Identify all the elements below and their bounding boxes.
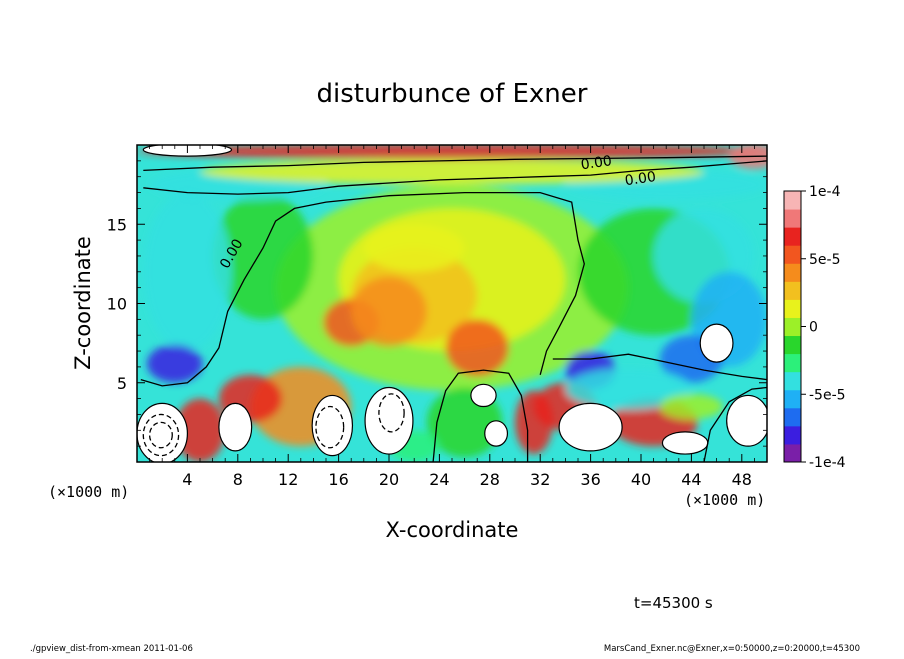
y-axis-label: Z-coordinate bbox=[71, 236, 95, 370]
field-patch bbox=[351, 276, 427, 347]
colorbar-cells bbox=[784, 191, 801, 463]
colorbar-cell bbox=[784, 443, 801, 463]
contour-label: 0.00 bbox=[580, 153, 613, 173]
colorbar-tick-label: 1e-4 bbox=[809, 184, 841, 200]
contour-line bbox=[432, 369, 529, 462]
x-axis: 4 8 12 16 20 24 28 32 36 40 44 48 bbox=[149, 145, 755, 489]
y-tick-label: 10 bbox=[107, 295, 127, 314]
contour-line bbox=[143, 160, 767, 195]
x-tick-label: 36 bbox=[580, 470, 600, 489]
colorbar-cell bbox=[784, 245, 801, 264]
colorbar-tick-label: -1e-4 bbox=[809, 455, 846, 471]
x-tick-label: 8 bbox=[233, 470, 243, 489]
y-tick-label: 15 bbox=[107, 215, 127, 234]
field-patch bbox=[659, 393, 723, 420]
saturated-blob bbox=[311, 394, 354, 457]
saturated-blob bbox=[137, 402, 188, 462]
colorbar-cell bbox=[784, 227, 801, 246]
y-tick-label: 5 bbox=[117, 374, 127, 393]
field-patch bbox=[212, 192, 314, 320]
contour-label: 0.00 bbox=[624, 169, 657, 189]
colorbar: 1e-4 5e-5 0 -5e-5 -1e-4 bbox=[783, 184, 846, 471]
saturated-blob bbox=[558, 402, 623, 452]
negative-contour bbox=[148, 421, 173, 449]
x-tick-label: 28 bbox=[480, 470, 500, 489]
negative-contour bbox=[315, 405, 345, 449]
colorbar-cell bbox=[784, 209, 801, 228]
contour-layer: 0.000.000.00 bbox=[140, 153, 767, 462]
footer-right: MarsCand_Exner.nc@Exner,x=0:50000,z=0:20… bbox=[604, 644, 860, 654]
colorbar-cell bbox=[784, 281, 801, 300]
x-tick-label: 20 bbox=[379, 470, 399, 489]
contour-line bbox=[552, 353, 767, 381]
field-patch bbox=[147, 344, 203, 383]
x-tick-label: 4 bbox=[182, 470, 192, 489]
saturated-blob bbox=[364, 386, 414, 455]
field-patch bbox=[200, 159, 704, 185]
colorbar-tick-label: -5e-5 bbox=[809, 387, 846, 403]
y-axis: 5 10 15 bbox=[107, 160, 767, 447]
colorbar-cell bbox=[784, 263, 801, 282]
colorbar-ticks: 1e-4 5e-5 0 -5e-5 -1e-4 bbox=[801, 184, 846, 471]
field-patch bbox=[174, 398, 226, 462]
negative-contour bbox=[378, 393, 405, 433]
x-tick-label: 40 bbox=[631, 470, 651, 489]
x-tick-label: 48 bbox=[732, 470, 752, 489]
saturated-blob bbox=[726, 394, 767, 447]
saturated-blob bbox=[484, 420, 509, 447]
colorbar-tick-label: 5e-5 bbox=[809, 252, 840, 268]
x-unit-left: (×1000 m) bbox=[48, 483, 129, 501]
saturated-blob bbox=[699, 323, 734, 363]
field-patch bbox=[445, 319, 509, 377]
colorbar-cell bbox=[784, 407, 801, 427]
field-patch bbox=[143, 192, 232, 352]
footer-left: ./gpview_dist-from-xmean 2011-01-06 bbox=[30, 644, 193, 654]
colorbar-cell bbox=[784, 317, 801, 337]
colorbar-cell bbox=[784, 389, 801, 409]
contour-line bbox=[140, 191, 585, 387]
blob-layer bbox=[137, 145, 767, 462]
saturated-blob bbox=[470, 383, 497, 408]
colorbar-cell bbox=[784, 353, 801, 373]
colorbar-cell bbox=[784, 371, 801, 391]
field-patch bbox=[515, 390, 553, 455]
field-patch bbox=[565, 368, 692, 410]
time-label: t=45300 s bbox=[634, 594, 713, 612]
colorbar-cell bbox=[784, 425, 801, 445]
field-layer: 0.000.000.00 bbox=[137, 145, 767, 462]
field-patch bbox=[137, 145, 767, 160]
contour-line bbox=[143, 155, 767, 172]
negative-contour bbox=[142, 413, 180, 457]
field-patch bbox=[363, 224, 465, 272]
saturated-blob bbox=[218, 402, 253, 452]
colorbar-cell bbox=[784, 299, 801, 318]
x-tick-label: 32 bbox=[530, 470, 550, 489]
x-axis-label: X-coordinate bbox=[386, 518, 519, 542]
colorbar-cell bbox=[784, 335, 801, 355]
colorbar-tick-label: 0 bbox=[809, 320, 818, 336]
colorbar-cell bbox=[784, 191, 801, 210]
saturated-blob bbox=[661, 431, 709, 455]
x-tick-label: 12 bbox=[278, 470, 298, 489]
x-unit-right: (×1000 m) bbox=[684, 491, 765, 509]
x-tick-label: 24 bbox=[429, 470, 449, 489]
chart-title: disturbunce of Exner bbox=[317, 79, 588, 109]
x-tick-label: 16 bbox=[328, 470, 348, 489]
contour-line bbox=[703, 386, 767, 462]
x-tick-label: 44 bbox=[681, 470, 701, 489]
